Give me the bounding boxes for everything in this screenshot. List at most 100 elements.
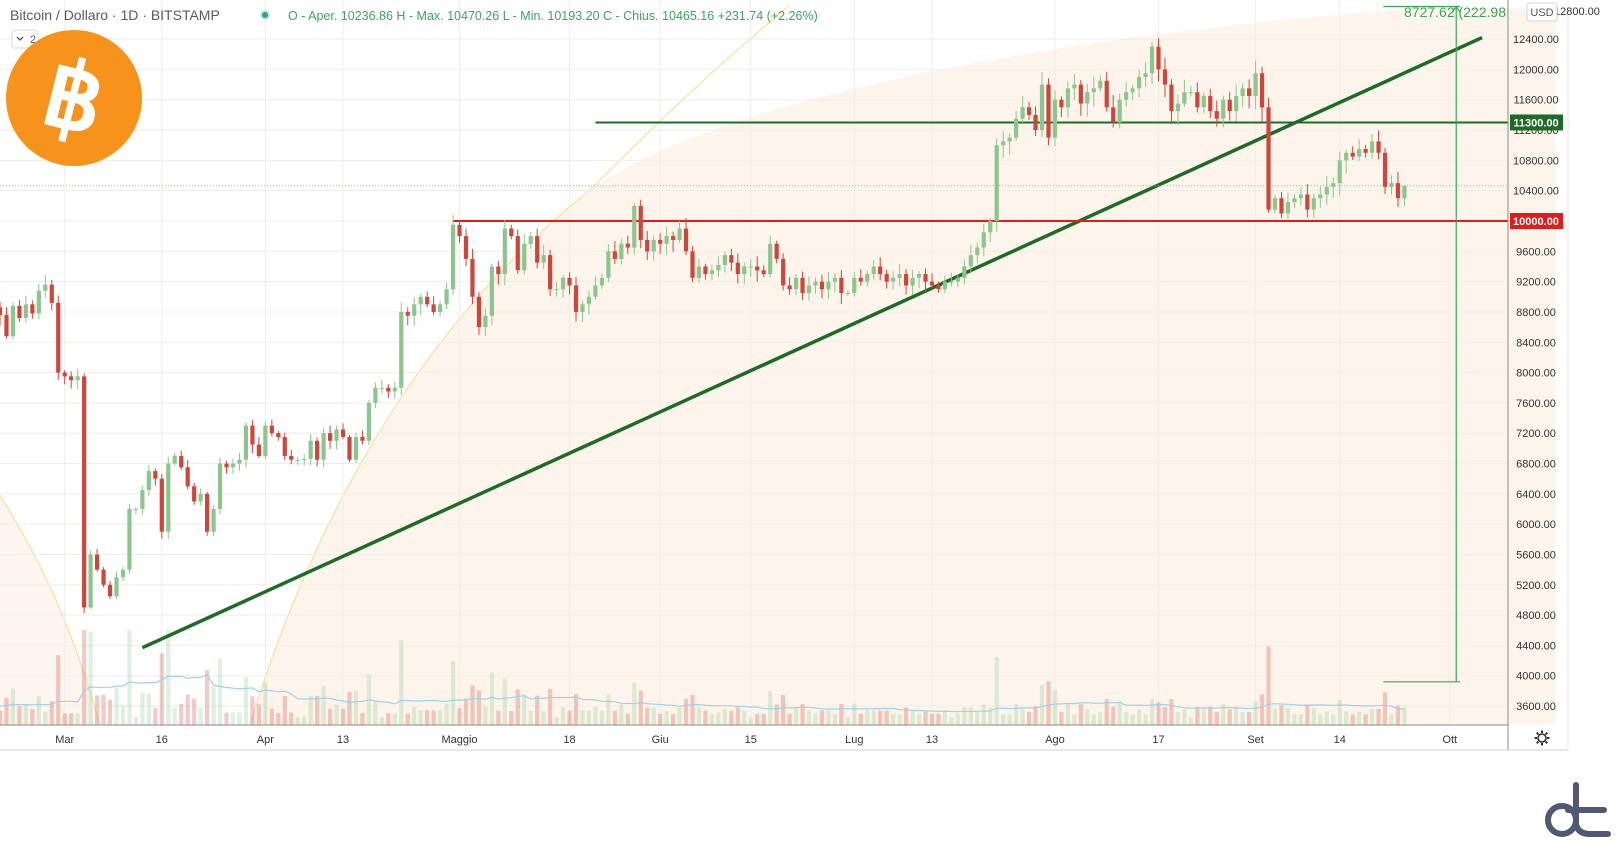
currency-button-label: USD — [1530, 7, 1553, 19]
price-tick-label: 5200.00 — [1516, 580, 1556, 592]
candle-body — [23, 304, 28, 319]
candle-body — [1376, 141, 1381, 153]
candle-body — [327, 433, 333, 441]
settings-gear-icon[interactable] — [1534, 730, 1550, 746]
volume-bar — [884, 710, 889, 725]
candle-body — [82, 376, 87, 608]
candle-body — [334, 429, 339, 441]
candle-body — [768, 243, 773, 275]
volume-bar — [593, 707, 598, 725]
candle-body — [159, 478, 164, 532]
volume-bar — [1208, 706, 1213, 725]
candle-body — [716, 264, 721, 271]
candle-body — [729, 255, 734, 263]
price-tick-label: 4400.00 — [1516, 640, 1556, 652]
candle-body — [703, 266, 708, 275]
volume-bar — [981, 704, 986, 725]
volume-bar — [1298, 714, 1303, 725]
candle-body — [289, 455, 294, 460]
volume-bar — [1033, 706, 1038, 725]
indicator-count: 2 — [30, 34, 36, 46]
volume-bar — [968, 707, 973, 725]
volume-bar — [1124, 711, 1129, 725]
volume-bar — [1214, 711, 1219, 725]
candle-body — [127, 509, 132, 570]
candle-body — [1357, 149, 1362, 157]
measure-tool[interactable] — [1383, 5, 1461, 683]
candle-body — [897, 274, 902, 278]
volume-bar — [793, 707, 799, 725]
candle-body — [88, 554, 93, 608]
volume-bar — [1136, 709, 1142, 725]
volume-bar — [806, 710, 812, 725]
volume-bar — [237, 712, 242, 725]
volume-bar — [742, 710, 747, 725]
candle-body — [120, 569, 126, 578]
price-axis[interactable]: 3600.00 4000.00 4400.00 4800.00 5200.00 5600.… — [1513, 34, 1559, 713]
candle-body — [742, 266, 747, 275]
volume-bar — [23, 704, 28, 725]
candle-body — [761, 270, 766, 275]
volume-bar — [515, 689, 520, 725]
volume-bar — [496, 710, 501, 725]
volume-bar — [1221, 703, 1226, 725]
candle-body — [968, 255, 973, 267]
candle-body — [0, 307, 3, 315]
candle-body — [1091, 88, 1096, 93]
price-badge — [1510, 114, 1563, 131]
candle-body — [1026, 107, 1032, 115]
bitcoin-logo-circle — [6, 30, 142, 166]
candle-body — [1369, 141, 1375, 153]
candle-body — [1085, 92, 1090, 104]
candle-body — [560, 277, 566, 290]
candle-body — [1227, 99, 1232, 112]
time-tick-label: Mar — [55, 734, 74, 746]
volume-bar — [321, 686, 326, 725]
volume-bar — [62, 713, 67, 725]
volume-bar — [315, 695, 320, 725]
volume-bar — [858, 713, 863, 725]
indicator-toggle[interactable] — [11, 29, 39, 49]
volume-bar — [379, 717, 384, 725]
volume-bar — [923, 710, 928, 725]
fib-arc-fill-left — [0, 495, 100, 725]
candle-body — [651, 239, 656, 252]
volume-bar — [295, 717, 300, 725]
brand-logo-stem — [1573, 782, 1611, 837]
ascending-trendline[interactable] — [141, 35, 1483, 650]
candle-body — [528, 236, 533, 244]
volume-bar — [36, 696, 41, 725]
candles — [0, 38, 1407, 614]
volume-bar — [1357, 711, 1362, 725]
volume-bar — [774, 704, 779, 725]
candle-body — [1305, 194, 1310, 210]
candle-body — [392, 387, 397, 392]
candle-body — [548, 255, 553, 290]
price-badge-label: 11300.00 — [1513, 117, 1558, 129]
time-tick-label: Lug — [845, 734, 863, 746]
volume-bar — [353, 690, 359, 725]
currency-button[interactable] — [1526, 2, 1558, 22]
candle-body — [522, 243, 527, 271]
candle-body — [276, 433, 281, 437]
volume-bar — [1052, 689, 1058, 725]
volume-bar — [949, 717, 954, 725]
volume-bar — [535, 695, 540, 725]
candle-body — [295, 459, 300, 461]
candle-body — [658, 239, 663, 244]
candle-body — [379, 387, 384, 389]
volume-bar — [1007, 714, 1012, 725]
volume-bar — [916, 713, 922, 725]
candle-body — [994, 145, 999, 221]
volume-bar — [230, 712, 236, 725]
volume-bar — [1311, 708, 1316, 725]
candle-body — [457, 224, 462, 237]
volume-bar — [69, 713, 74, 725]
candle-body — [1285, 202, 1291, 214]
time-tick-label: 14 — [1334, 734, 1346, 746]
candle-body — [1130, 88, 1135, 93]
candle-body — [69, 376, 74, 381]
time-axis[interactable]: Mar 16 Apr 13 Maggio 18 Giu 15 Lug 13 Ago 17 Set 14 Ot… — [55, 734, 1457, 746]
